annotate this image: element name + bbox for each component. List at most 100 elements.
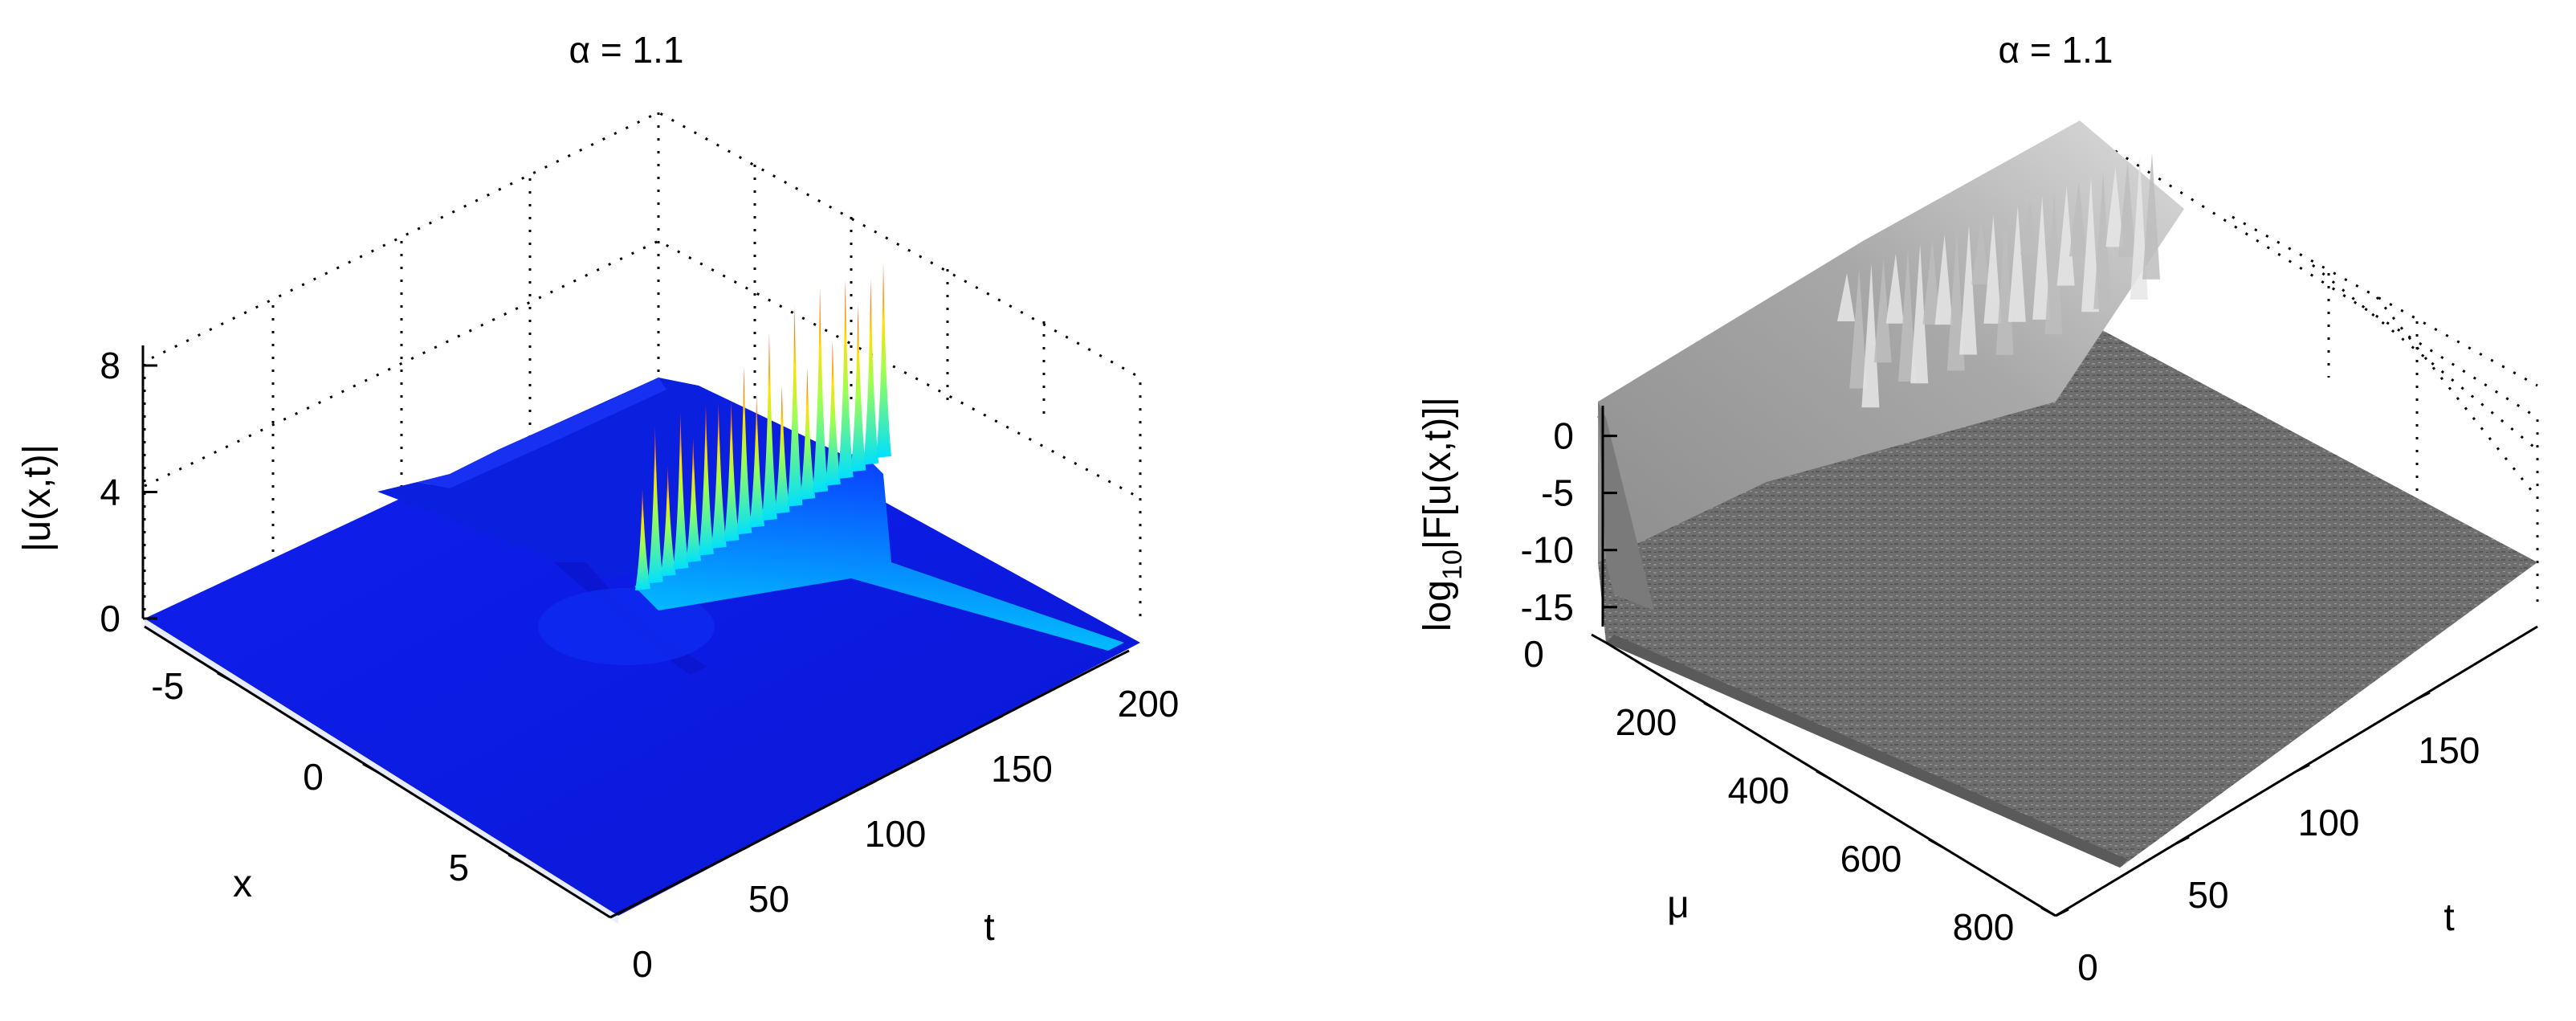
spectral-spike — [1898, 249, 1916, 382]
left-t-ticks: 0 50 100 150 200 — [609, 649, 1180, 985]
left-x-axis-label: x — [233, 863, 252, 905]
z-tick-label: 0 — [100, 598, 120, 639]
spectral-spike — [1946, 230, 1965, 371]
spectral-spike — [2007, 206, 2026, 322]
wave-peak — [800, 368, 816, 500]
z-tick-label: 8 — [100, 345, 120, 386]
spectral-spike — [2117, 162, 2136, 258]
left-surface — [145, 263, 1140, 924]
mu-tick-mark — [1928, 838, 1944, 849]
spectral-spike — [1837, 273, 1855, 321]
spectral-spikes — [1837, 153, 2160, 408]
spectral-spike — [2081, 177, 2099, 312]
wave-peak — [686, 437, 702, 563]
left-x-ticks: -5 0 5 — [151, 665, 524, 888]
spectral-spike — [2130, 157, 2148, 300]
t-tick-label: 50 — [748, 878, 789, 920]
x-tick-label: -5 — [151, 665, 184, 707]
excited-sheet — [634, 450, 1124, 651]
mu-tick-label: 200 — [1616, 701, 1677, 743]
spectral-spike — [2056, 186, 2075, 286]
left-surface-plot: α = 1.1 — [16, 29, 1179, 985]
peak-layer — [635, 263, 891, 590]
left-z-ticks: 0 4 8 — [100, 345, 157, 639]
wave-peak — [774, 386, 790, 514]
t-tick-label: 200 — [1118, 683, 1180, 725]
left-plot-title: α = 1.1 — [569, 29, 684, 71]
right-plot-title: α = 1.1 — [1999, 29, 2113, 71]
spectral-spike — [2032, 196, 2051, 320]
spectral-spike — [1922, 239, 1941, 325]
z-tick-label: -10 — [1521, 529, 1574, 571]
spectral-spike — [1861, 263, 1880, 408]
wave-peak — [660, 466, 676, 577]
t-tick-mark — [2296, 763, 2310, 773]
spectral-spike — [1971, 220, 1990, 284]
spectral-spike — [2142, 153, 2160, 280]
t-tick-mark — [2416, 691, 2431, 700]
z-tick-label: -15 — [1521, 586, 1574, 628]
t-tick-label: 0 — [2077, 946, 2098, 988]
mu-tick-mark — [1703, 701, 1719, 713]
x-tick-mark — [362, 762, 378, 774]
wave-peak — [850, 304, 866, 472]
mu-tick-label: 0 — [1523, 633, 1544, 675]
t-tick-mark — [736, 844, 751, 854]
x-tick-mark — [507, 853, 524, 864]
mu-tick-label: 400 — [1728, 770, 1790, 811]
mu-tick-mark — [2040, 906, 2056, 917]
z-tick-label: 4 — [100, 472, 120, 513]
wave-peak — [698, 403, 714, 556]
wave-peak — [673, 411, 689, 570]
right-mu-ticks: 0 200 400 600 800 — [1523, 633, 2056, 948]
z-tick-label: 0 — [1553, 415, 1574, 457]
x-tick-label: 0 — [303, 756, 324, 798]
plateau — [1598, 120, 2184, 562]
mu-tick-mark — [1591, 633, 1607, 644]
wave-peak — [635, 488, 650, 590]
t-tick-mark — [862, 779, 877, 789]
right-z-ticks: 0 -5 -10 -15 — [1521, 415, 1617, 628]
t-tick-label: 50 — [2187, 874, 2228, 916]
wave-peak — [736, 366, 752, 535]
wave-peak — [787, 305, 803, 507]
t-tick-label: 150 — [991, 748, 1053, 790]
wave-peak — [876, 263, 891, 458]
plateau-edge — [1598, 402, 1654, 611]
soliton-crest — [418, 378, 666, 488]
wave-peak — [761, 332, 777, 521]
spectral-spike — [1849, 268, 1868, 389]
spectral-spike — [1959, 225, 1977, 355]
t-tick-label: 150 — [2419, 729, 2480, 771]
spectral-spike — [1910, 244, 1929, 384]
front-edge — [1606, 635, 2128, 868]
left-t-axis-label: t — [984, 906, 994, 949]
wave-peak — [711, 402, 727, 549]
x-tick-label: 5 — [448, 847, 469, 888]
right-surface-plot: α = 1.1 0 200 400 600 800 0 50 100 150 0 -5 -10 -1… — [1416, 29, 2539, 988]
right-surface — [1598, 120, 2537, 868]
wave-peak — [863, 278, 879, 465]
mu-tick-mark — [1816, 770, 1832, 781]
spectral-spike — [1885, 254, 1904, 324]
t-tick-mark — [988, 714, 1004, 724]
wave-peak — [723, 399, 740, 542]
t-tick-label: 100 — [2298, 802, 2360, 843]
spectral-spike — [1983, 215, 2002, 324]
t-tick-mark — [2175, 835, 2190, 845]
wave-peak — [838, 279, 854, 480]
x-tick-mark — [217, 672, 233, 683]
spectral-spike — [2105, 167, 2124, 247]
wave-peak — [813, 287, 829, 493]
t-tick-mark — [2055, 908, 2069, 917]
right-t-ticks: 0 50 100 150 — [2055, 691, 2480, 988]
right-z-axis-label: log10|F[u(x,t)]| — [1416, 397, 1468, 631]
right-t-axis-label: t — [2444, 896, 2454, 939]
spectral-spike — [1873, 259, 1892, 363]
spectral-spike — [2069, 182, 2087, 257]
t-tick-mark — [1115, 649, 1130, 659]
mu-tick-label: 600 — [1840, 838, 1902, 880]
spectral-spike — [2020, 201, 2038, 255]
